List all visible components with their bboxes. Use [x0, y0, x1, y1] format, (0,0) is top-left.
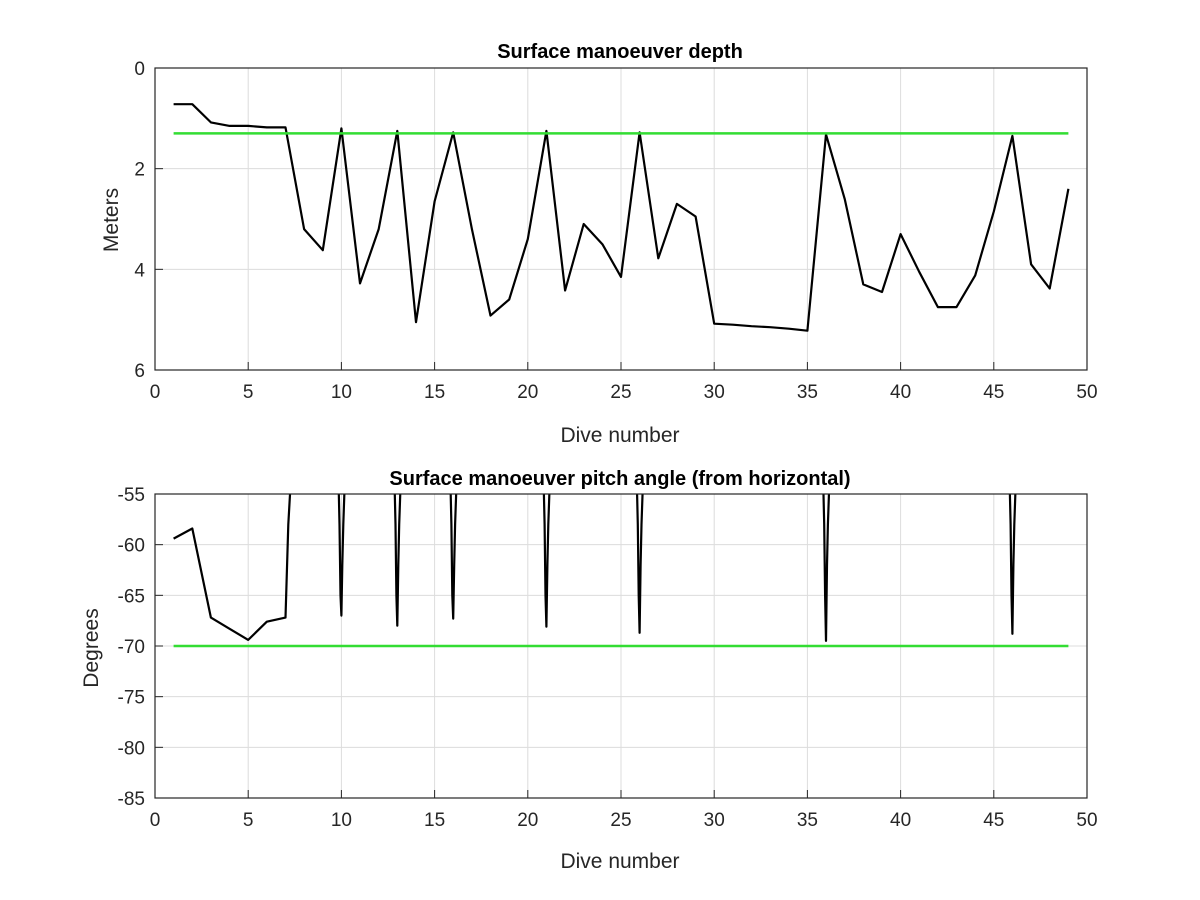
pitch-chart-ytick-label: -85 — [118, 789, 145, 810]
pitch-chart-ytick-label: -70 — [118, 637, 145, 658]
pitch-chart-ytick-label: -65 — [118, 586, 145, 607]
pitch-chart-xtick-label: 45 — [983, 810, 1004, 831]
depth-chart-ylabel: Meters — [100, 188, 123, 252]
pitch-chart-xtick-label: 0 — [150, 810, 161, 831]
pitch-chart-xtick-label: 25 — [610, 810, 631, 831]
pitch-chart-xtick-label: 40 — [890, 810, 911, 831]
depth-chart-xtick-label: 30 — [704, 382, 725, 403]
pitch-chart-ytick-label: -75 — [118, 688, 145, 709]
pitch-chart-series-line — [449, 494, 458, 620]
pitch-chart-ytick-label: -80 — [118, 738, 145, 759]
depth-chart-xtick-label: 5 — [243, 382, 254, 403]
pitch-chart-xtick-label: 30 — [704, 810, 725, 831]
depth-chart-xtick-label: 20 — [517, 382, 538, 403]
pitch-chart-title: Surface manoeuver pitch angle (from hori… — [389, 468, 850, 490]
depth-chart-series-line — [173, 103, 1070, 332]
depth-chart-xtick-label: 15 — [424, 382, 445, 403]
depth-chart-xtick-label: 25 — [610, 382, 631, 403]
depth-chart-xtick-label: 10 — [331, 382, 352, 403]
depth-chart-series-group — [173, 103, 1070, 332]
pitch-chart-series-line — [393, 494, 402, 627]
depth-chart-title: Surface manoeuver depth — [497, 41, 743, 63]
pitch-chart-xtick-label: 50 — [1076, 810, 1097, 831]
pitch-chart-xtick-label: 15 — [424, 810, 445, 831]
pitch-chart-ylabel: Degrees — [80, 608, 103, 687]
pitch-chart-series-group — [173, 494, 1069, 648]
pitch-chart-xtick-label: 35 — [797, 810, 818, 831]
pitch-chart-ytick-label: -55 — [118, 485, 145, 506]
pitch-chart: Surface manoeuver pitch angle (from hori… — [80, 468, 1098, 873]
pitch-chart-series-line — [1008, 494, 1017, 635]
depth-chart-xtick-label: 50 — [1076, 382, 1097, 403]
depth-chart-xtick-label: 40 — [890, 382, 911, 403]
pitch-chart-xtick-label: 5 — [243, 810, 254, 831]
depth-chart-xtick-label: 45 — [983, 382, 1004, 403]
pitch-chart-series-line — [173, 494, 292, 642]
pitch-chart-xtick-label: 10 — [331, 810, 352, 831]
pitch-chart-ytick-label: -60 — [118, 536, 145, 557]
pitch-chart-series-line — [542, 494, 551, 628]
depth-chart-ytick-label: 4 — [134, 260, 145, 281]
pitch-chart-series-line — [337, 494, 346, 617]
pitch-chart-series-line — [822, 494, 831, 643]
depth-chart-xtick-label: 0 — [150, 382, 161, 403]
depth-chart-ytick-label: 0 — [134, 59, 145, 80]
depth-chart-ytick-label: 2 — [134, 160, 145, 181]
pitch-chart-series-line — [635, 494, 644, 634]
pitch-chart-xtick-label: 20 — [517, 810, 538, 831]
pitch-chart-xlabel: Dive number — [560, 850, 679, 873]
depth-chart-ytick-label: 6 — [134, 361, 145, 382]
depth-chart: Surface manoeuver depth Dive number Mete… — [100, 41, 1098, 447]
depth-chart-xtick-label: 35 — [797, 382, 818, 403]
depth-chart-xlabel: Dive number — [560, 424, 679, 447]
